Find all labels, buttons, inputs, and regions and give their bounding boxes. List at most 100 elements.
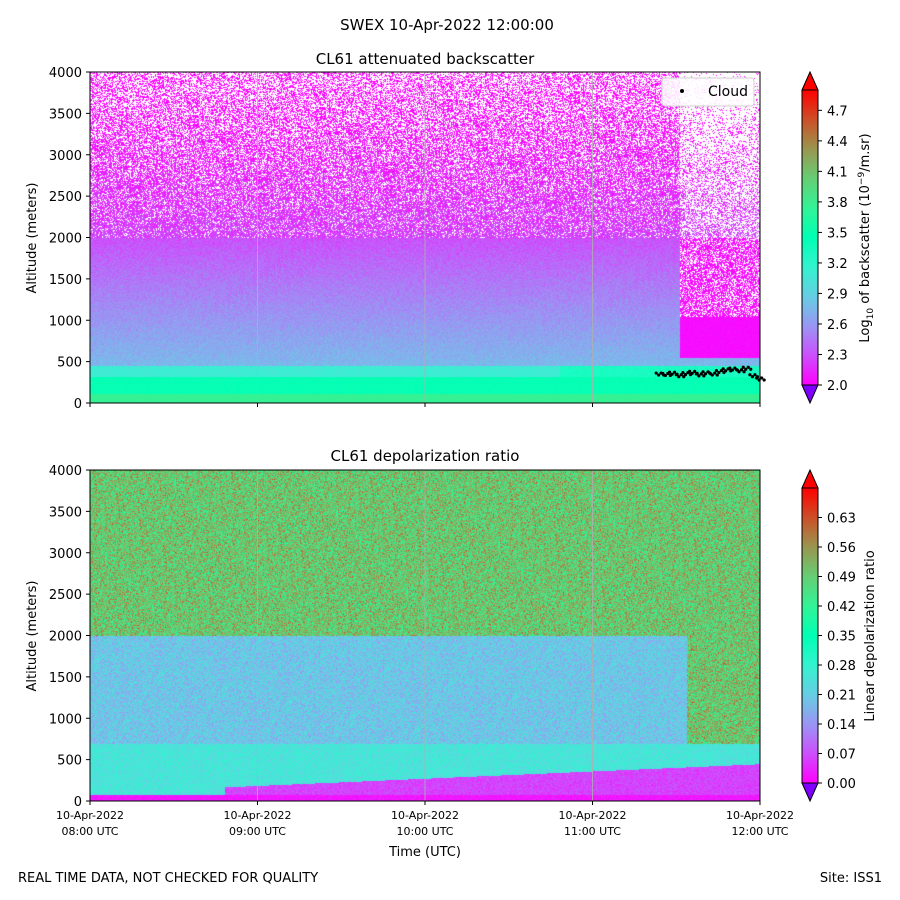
colorbar-gradient (801, 89, 819, 386)
y-tick-label: 3000 (49, 547, 82, 562)
colorbar-tick-label: 0.07 (827, 748, 856, 763)
legend-cloud-label: Cloud (708, 84, 748, 100)
cloud-base-point (734, 368, 739, 372)
backscatter-y-ticks: 0 500 1000 1500 2000 2500 3000 3500 4000 (49, 66, 90, 412)
colorbar-tick-label: 0.63 (827, 512, 856, 527)
figure-suptitle: SWEX 10-Apr-2022 12:00:00 (340, 16, 554, 34)
x-axis-label: Time (UTC) (388, 845, 461, 860)
backscatter-colorbar-label: Log10 of backscatter (10−9/m.sr) (857, 133, 876, 342)
y-tick-label: 1500 (49, 273, 82, 288)
cloud-base-point (741, 365, 745, 369)
colorbar-gradient (801, 487, 819, 784)
depolarization-title: CL61 depolarization ratio (331, 447, 520, 465)
x-tick-label-time: 08:00 UTC (61, 825, 118, 838)
legend-box (661, 77, 755, 107)
cloud-base-point (710, 373, 714, 377)
y-tick-label: 4000 (49, 66, 82, 81)
colorbar-tick-label: 3.5 (827, 226, 848, 241)
cloud-base-point (749, 367, 753, 371)
cloud-base-point (674, 373, 678, 377)
cloud-base-point (677, 375, 681, 379)
colorbar-tick-label: 0.49 (827, 571, 856, 586)
x-tick-label-date: 10-Apr-2022 (726, 809, 794, 822)
cloud-base-point (661, 371, 665, 376)
y-tick-label: 3000 (49, 149, 82, 164)
y-tick-label: 2500 (49, 190, 82, 205)
y-tick-label: 3500 (49, 505, 82, 520)
colorbar-tick-label: 3.8 (827, 196, 848, 211)
colorbar-tick-label: 0.35 (827, 630, 856, 645)
x-tick-label-date: 10-Apr-2022 (56, 809, 124, 822)
backscatter-colorbar: 2.0 2.3 2.6 2.9 3.2 3.5 3.8 4.1 4.4 4.7 Log10 of … (801, 70, 876, 405)
colorbar-tick-label: 0.14 (827, 718, 856, 733)
cloud-base-point (713, 371, 717, 375)
depolarization-panel: CL61 depolarization ratio 0 500 1000 1500 20… (25, 447, 878, 860)
cloud-base-point (667, 370, 672, 374)
cloud-base-point (746, 365, 750, 369)
depolarization-colorbar-ticks: 0.00 0.07 0.14 0.21 0.28 0.35 0.42 0.49 0.56 0.63 (818, 512, 856, 792)
depolarization-ylabel: Altitude (meters) (25, 581, 40, 692)
x-tick-label-time: 11:00 UTC (564, 825, 621, 838)
cloud-base-point (750, 375, 755, 379)
colorbar-tick-label: 0.56 (827, 541, 856, 556)
y-tick-label: 2000 (49, 630, 82, 645)
cloud-base-point (753, 373, 757, 377)
colorbar-tick-label: 0.28 (827, 659, 856, 674)
x-tick-label-time: 12:00 UTC (731, 825, 788, 838)
colorbar-tick-label: 0.42 (827, 600, 856, 615)
cloud-base-point (688, 369, 692, 373)
cloud-base-point (755, 376, 759, 380)
y-tick-label: 2000 (49, 232, 82, 247)
cloud-base-point (739, 368, 744, 372)
footer-site: Site: ISS1 (820, 871, 882, 886)
colorbar-tick-label: 2.6 (827, 318, 848, 333)
cloud-base-point (760, 376, 764, 380)
colorbar-tick-label: 0.00 (827, 777, 856, 792)
backscatter-ylabel: Altitude (meters) (25, 183, 40, 294)
cloud-base-point (657, 373, 661, 377)
y-tick-label: 1000 (49, 712, 82, 727)
cloud-base-point (737, 370, 741, 374)
y-tick-label: 3500 (49, 107, 82, 122)
backscatter-gridlines (257, 72, 593, 403)
colorbar-extend-max (801, 70, 819, 91)
cloud-base-point (728, 366, 732, 370)
cloud-base-points (654, 365, 766, 382)
cloud-base-point (708, 371, 712, 375)
y-tick-label: 500 (57, 356, 82, 371)
cloud-base-point (683, 373, 688, 377)
colorbar-tick-label: 2.3 (827, 348, 848, 363)
colorbar-extend-min (801, 782, 819, 803)
cloud-base-point (721, 367, 725, 371)
colorbar-tick-label: 4.4 (827, 135, 848, 150)
cloud-legend: Cloud (661, 77, 755, 107)
backscatter-title: CL61 attenuated backscatter (316, 50, 535, 68)
colorbar-tick-label: 4.7 (827, 104, 848, 119)
depolarization-x-ticks: 10-Apr-2022 08:00 UTC 10-Apr-2022 09:00 UTC… (56, 801, 794, 838)
cloud-base-point (742, 370, 746, 374)
colorbar-tick-label: 4.1 (827, 165, 848, 180)
colorbar-extend-min (801, 384, 819, 405)
colorbar-extend-max (801, 468, 819, 489)
depolarization-colorbar: 0.00 0.07 0.14 0.21 0.28 0.35 0.42 0.49 0.56 0.63… (801, 468, 878, 803)
cloud-base-point (715, 373, 719, 377)
cloud-base-point (762, 378, 766, 382)
y-tick-label: 4000 (49, 464, 82, 479)
y-tick-label: 0 (74, 397, 82, 412)
y-tick-label: 2500 (49, 588, 82, 603)
cloud-base-point (701, 370, 705, 374)
colorbar-tick-label: 0.21 (827, 689, 856, 704)
y-tick-label: 500 (57, 754, 82, 769)
y-tick-label: 1000 (49, 314, 82, 329)
cloud-base-point (670, 372, 674, 376)
cloud-base-point (714, 368, 719, 373)
cloud-base-point (697, 374, 701, 378)
cloud-base-point (681, 371, 685, 375)
backscatter-x-ticks (89, 403, 761, 407)
cloud-base-point (690, 371, 694, 375)
y-tick-label: 0 (74, 795, 82, 810)
depolarization-y-ticks: 0 500 1000 1500 2000 2500 3000 3500 4000 (49, 464, 90, 810)
y-tick-label: 1500 (49, 671, 82, 686)
colorbar-tick-label: 2.9 (827, 287, 848, 302)
